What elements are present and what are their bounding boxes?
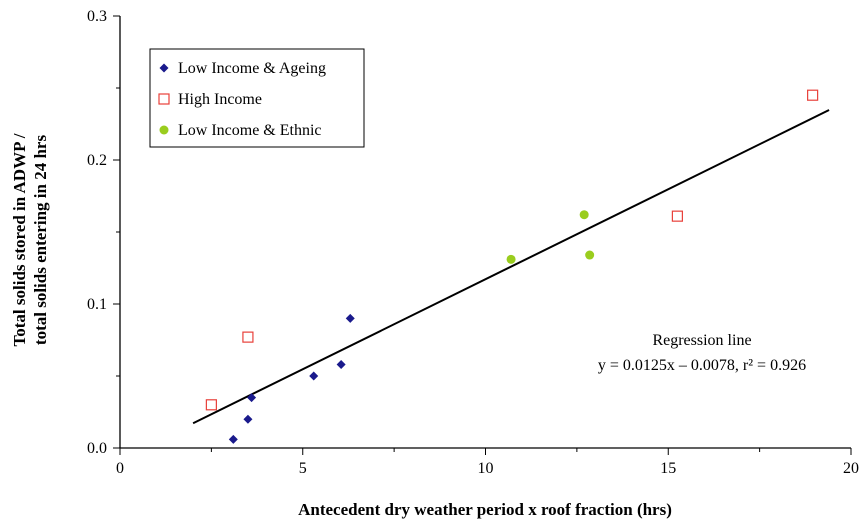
legend-label: High Income (178, 91, 262, 108)
data-point-diamond (228, 434, 238, 444)
legend: Low Income & Ageing High Income Low Income… (149, 48, 365, 148)
y-tick-label: 0.1 (87, 296, 107, 313)
data-point-open-square (242, 331, 254, 343)
data-point-circle (506, 254, 516, 264)
data-point-diamond (336, 359, 346, 369)
data-point-open-square (807, 89, 819, 101)
y-axis-title-line-1: Total solids stored in ADWP / (10, 133, 29, 346)
x-tick-label: 10 (478, 460, 494, 477)
legend-label: Low Income & Ageing (178, 60, 326, 77)
x-axis-title: Antecedent dry weather period x roof fra… (298, 500, 672, 519)
y-tick-label: 0.0 (87, 440, 107, 457)
regression-line (192, 109, 830, 425)
data-points (205, 89, 819, 444)
data-point-diamond (243, 414, 253, 424)
y-tick-label: 0.3 (87, 8, 107, 25)
data-point-open-square (205, 399, 217, 411)
regression-label: Regression line (652, 332, 751, 349)
y-tick-label: 0.2 (87, 152, 107, 169)
legend-marker-diamond (159, 63, 169, 73)
legend-marker-open-square (158, 93, 170, 105)
x-tick-label: 5 (299, 460, 307, 477)
legend-box (149, 48, 365, 148)
data-point-circle (579, 210, 589, 220)
data-point-circle (585, 250, 595, 260)
data-point-open-square (671, 210, 683, 222)
y-axis-ticks: 0.0 0.1 0.2 0.3 (87, 8, 120, 457)
data-point-diamond (309, 371, 319, 381)
data-point-diamond (247, 393, 257, 403)
legend-marker-circle (159, 125, 169, 135)
x-tick-label: 0 (116, 460, 124, 477)
x-axis-ticks: 0 5 10 15 20 (116, 448, 859, 477)
x-tick-label: 15 (660, 460, 676, 477)
regression-equation: y = 0.0125x – 0.0078, r² = 0.926 (598, 357, 806, 374)
legend-label: Low Income & Ethnic (178, 122, 322, 139)
x-tick-label: 20 (843, 460, 859, 477)
data-point-diamond (345, 313, 355, 323)
y-axis-title-line-2: total solids entering in 24 hrs (31, 135, 50, 346)
